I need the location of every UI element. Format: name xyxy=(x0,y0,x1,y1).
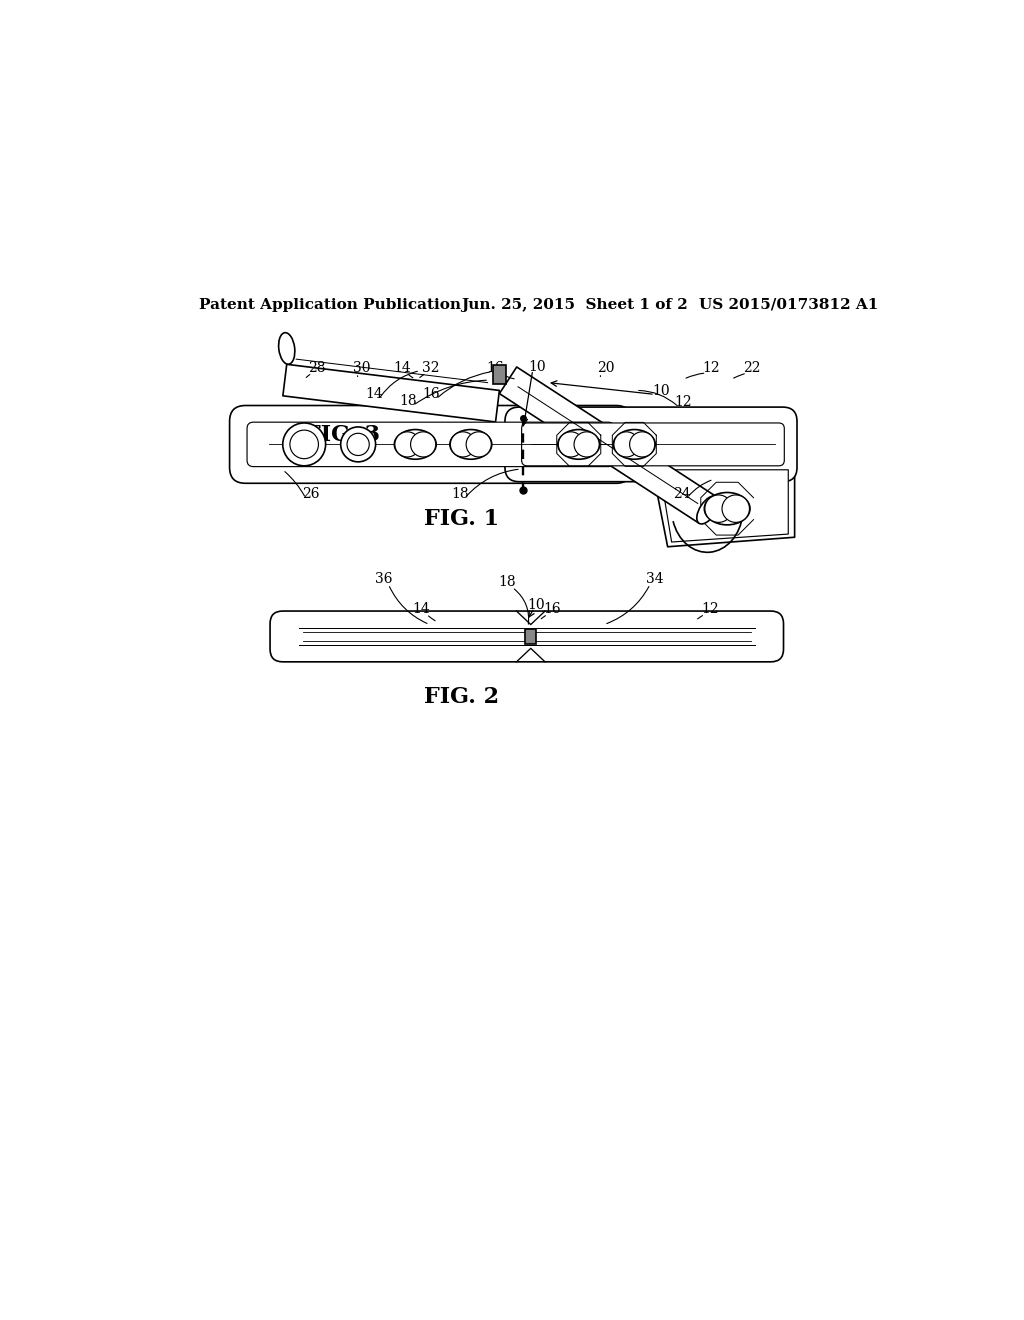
Ellipse shape xyxy=(394,429,436,459)
Ellipse shape xyxy=(450,429,492,459)
Circle shape xyxy=(466,432,492,457)
Text: 32: 32 xyxy=(423,362,440,375)
Circle shape xyxy=(451,432,475,457)
Text: 10: 10 xyxy=(527,598,545,611)
Polygon shape xyxy=(659,470,788,543)
Ellipse shape xyxy=(613,429,655,459)
Text: 16: 16 xyxy=(485,362,504,375)
Text: 10: 10 xyxy=(528,359,546,374)
Text: US 2015/0173812 A1: US 2015/0173812 A1 xyxy=(699,297,879,312)
Circle shape xyxy=(341,426,376,462)
Text: 18: 18 xyxy=(399,393,417,408)
Ellipse shape xyxy=(696,496,719,524)
Text: 14: 14 xyxy=(366,387,383,401)
Text: 30: 30 xyxy=(353,362,371,375)
Circle shape xyxy=(283,422,326,466)
FancyBboxPatch shape xyxy=(270,611,783,661)
Text: 28: 28 xyxy=(308,362,326,375)
Circle shape xyxy=(290,430,318,458)
Circle shape xyxy=(395,432,420,457)
Text: Patent Application Publication: Patent Application Publication xyxy=(200,297,462,312)
Text: FIG. 3: FIG. 3 xyxy=(305,424,380,446)
FancyBboxPatch shape xyxy=(525,628,537,644)
Text: 24: 24 xyxy=(673,487,691,500)
Text: 12: 12 xyxy=(675,395,692,409)
Circle shape xyxy=(614,432,639,457)
Ellipse shape xyxy=(279,333,295,364)
Polygon shape xyxy=(500,367,717,523)
Text: 12: 12 xyxy=(700,602,719,616)
Text: 16: 16 xyxy=(544,602,561,616)
FancyBboxPatch shape xyxy=(229,405,632,483)
Text: 22: 22 xyxy=(743,362,761,375)
Text: 18: 18 xyxy=(451,487,469,500)
Circle shape xyxy=(411,432,435,457)
Text: Jun. 25, 2015  Sheet 1 of 2: Jun. 25, 2015 Sheet 1 of 2 xyxy=(461,297,688,312)
Text: FIG. 2: FIG. 2 xyxy=(424,686,499,708)
Text: 16: 16 xyxy=(422,387,440,401)
Polygon shape xyxy=(652,466,795,546)
Circle shape xyxy=(558,432,584,457)
Text: 20: 20 xyxy=(597,362,614,375)
Ellipse shape xyxy=(705,492,750,525)
Circle shape xyxy=(722,495,750,523)
Text: FIG. 1: FIG. 1 xyxy=(424,508,499,531)
Text: 14: 14 xyxy=(413,602,430,616)
Circle shape xyxy=(630,432,654,457)
Polygon shape xyxy=(283,364,500,422)
Text: 36: 36 xyxy=(375,573,392,586)
Text: 10: 10 xyxy=(652,384,670,399)
FancyBboxPatch shape xyxy=(505,407,797,482)
Ellipse shape xyxy=(558,429,600,459)
Text: 14: 14 xyxy=(393,362,411,375)
FancyBboxPatch shape xyxy=(494,366,506,384)
Text: 12: 12 xyxy=(702,362,720,375)
Circle shape xyxy=(347,433,370,455)
FancyBboxPatch shape xyxy=(247,422,614,466)
FancyBboxPatch shape xyxy=(521,422,784,466)
Text: 34: 34 xyxy=(646,573,664,586)
Circle shape xyxy=(705,495,732,523)
Text: 18: 18 xyxy=(499,576,516,590)
Circle shape xyxy=(574,432,599,457)
Text: 26: 26 xyxy=(302,487,319,500)
